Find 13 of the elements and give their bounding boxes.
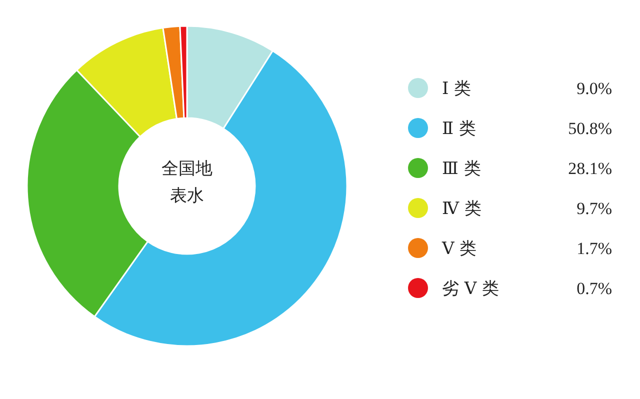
data-label: 0.7% xyxy=(576,279,612,298)
data-label: 1.7% xyxy=(576,239,612,258)
legend-label: Ⅰ 类 xyxy=(442,79,472,99)
legend-label: 劣 Ⅴ 类 xyxy=(442,279,500,299)
legend-label: Ⅲ 类 xyxy=(442,159,481,179)
legend-label: Ⅳ 类 xyxy=(442,199,482,219)
legend-label: Ⅴ 类 xyxy=(441,239,477,259)
data-label: 50.8% xyxy=(568,119,612,138)
legend-label: Ⅱ 类 xyxy=(442,119,476,139)
data-label: 9.7% xyxy=(576,199,612,218)
data-label: 28.1% xyxy=(568,159,612,178)
text: 全国地表水 xyxy=(160,158,214,208)
data-label: 9.0% xyxy=(576,79,612,98)
